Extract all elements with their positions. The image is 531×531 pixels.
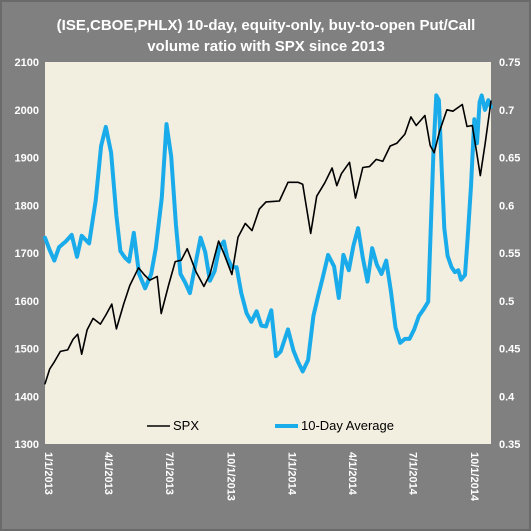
chart-title-line-1: (ISE,CBOE,PHLX) 10-day, equity-only, buy…: [57, 17, 476, 34]
right-tick-label: 0.55: [499, 248, 520, 260]
x-tick-label: 4/1/2014: [346, 452, 358, 496]
left-tick-label: 1300: [15, 439, 39, 451]
left-tick-label: 1600: [15, 296, 39, 308]
right-tick-label: 0.5: [499, 296, 514, 308]
x-tick-label: 10/1/2014: [468, 452, 480, 502]
left-tick-label: 1500: [15, 344, 39, 356]
x-tick-label: 1/1/2014: [286, 452, 298, 496]
x-tick-label: 7/1/2014: [407, 452, 419, 496]
left-tick-label: 1800: [15, 200, 39, 212]
series-layer: [43, 93, 493, 385]
x-axis: 1/1/2013 4/1/2013 7/1/2013 10/1/2013 1/1/201…: [42, 452, 480, 502]
right-tick-label: 0.65: [499, 153, 520, 165]
left-tick-label: 1400: [15, 391, 39, 403]
left-tick-label: 1900: [15, 153, 39, 165]
right-tick-label: 0.4: [499, 391, 515, 403]
left-tick-label: 2100: [15, 57, 39, 69]
legend: SPX 10-Day Average: [147, 418, 394, 433]
right-tick-label: 0.35: [499, 439, 520, 451]
plot-area: [45, 62, 491, 444]
legend-label-spx: SPX: [173, 418, 199, 433]
x-tick-label: 10/1/2013: [224, 452, 236, 501]
right-tick-label: 0.7: [499, 105, 514, 117]
right-tick-label: 0.45: [499, 344, 520, 356]
x-tick-label: 1/1/2013: [42, 452, 54, 495]
x-tick-label: 4/1/2013: [102, 452, 114, 495]
right-axis: 0.35 0.4 0.45 0.5 0.55 0.6 0.65 0.7 0.75: [499, 57, 520, 451]
chart-title-line-2: volume ratio with SPX since 2013: [147, 38, 385, 55]
x-tick-label: 7/1/2013: [163, 452, 175, 495]
right-tick-label: 0.6: [499, 200, 514, 212]
series-line-10-day-average: [43, 93, 493, 374]
series-line-spx: [44, 100, 492, 385]
right-tick-label: 0.75: [499, 57, 520, 69]
left-axis: 1300 1400 1500 1600 1700 1800 1900 2000 2100: [15, 57, 39, 451]
left-tick-label: 2000: [15, 105, 39, 117]
left-tick-label: 1700: [15, 248, 39, 260]
legend-label-10-day-average: 10-Day Average: [301, 418, 394, 433]
